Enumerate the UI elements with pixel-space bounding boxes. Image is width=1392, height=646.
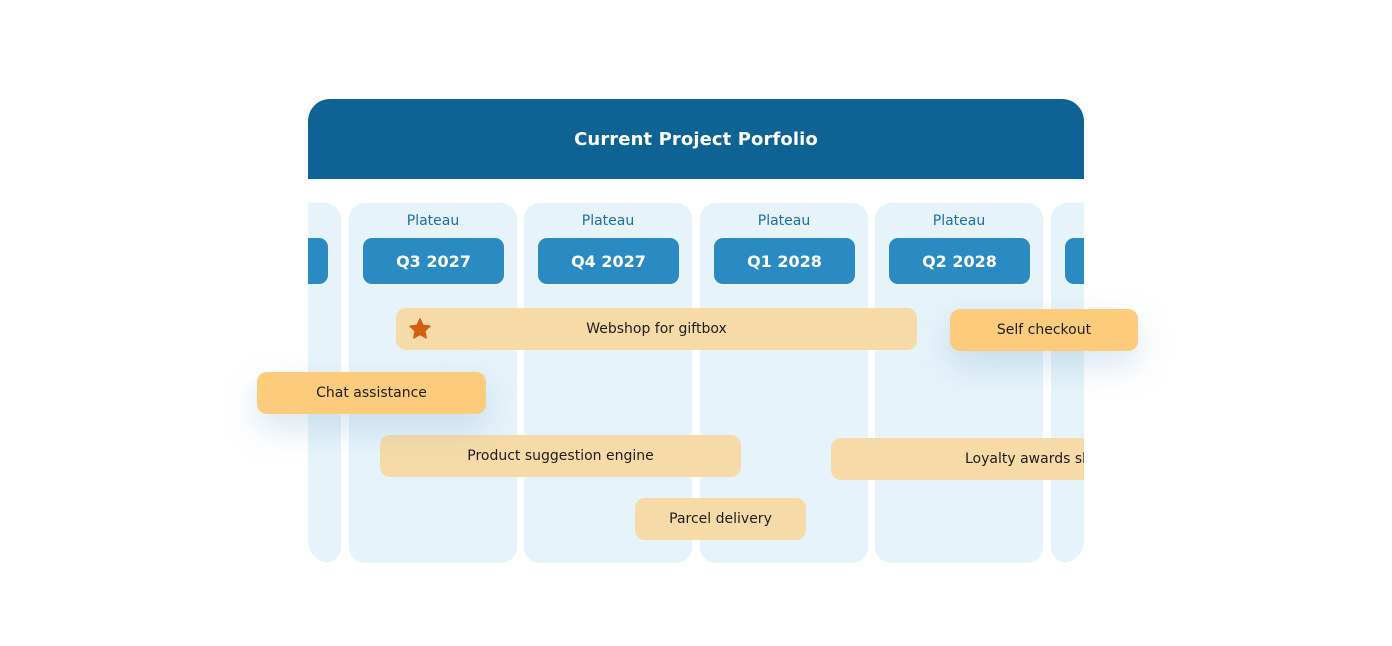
project-bar-self-checkout[interactable]: Self checkout: [950, 309, 1138, 351]
project-bar-parcel[interactable]: Parcel delivery: [635, 498, 806, 540]
column-label: Plateau: [581, 213, 635, 229]
column-label: Plateau: [932, 213, 986, 229]
project-bar-chat-assistance[interactable]: Chat assistance: [257, 372, 486, 414]
project-bar-product-suggestion[interactable]: Product suggestion engine: [380, 435, 741, 477]
column-label: Plateau: [757, 213, 811, 229]
card-header: Current Project Porfolio: [308, 99, 1084, 179]
quarter-pill-q3-2027[interactable]: Q3 2027: [363, 238, 504, 284]
timeline-area: Plateau Q3 2027 Plateau Q4 2027 Plateau …: [308, 179, 1084, 563]
column-q2-2028: Plateau Q2 2028: [875, 203, 1043, 563]
project-label: Chat assistance: [316, 385, 427, 401]
quarter-pill-previous[interactable]: [308, 238, 328, 284]
quarter-pill-next[interactable]: [1065, 238, 1084, 284]
project-bar-webshop[interactable]: Webshop for giftbox: [396, 308, 917, 350]
project-label: Product suggestion engine: [467, 448, 654, 464]
project-label: Webshop for giftbox: [586, 321, 727, 337]
project-label: Loyalty awards sh: [965, 451, 1084, 467]
quarter-pill-q1-2028[interactable]: Q1 2028: [714, 238, 855, 284]
project-bar-loyalty[interactable]: Loyalty awards sh: [831, 438, 1084, 480]
project-label: Self checkout: [996, 322, 1092, 338]
star-icon: [409, 318, 431, 339]
quarter-pill-q2-2028[interactable]: Q2 2028: [889, 238, 1030, 284]
project-label: Parcel delivery: [669, 511, 772, 527]
column-next: [1051, 203, 1084, 563]
page-title: Current Project Porfolio: [574, 128, 818, 150]
quarter-pill-q4-2027[interactable]: Q4 2027: [538, 238, 679, 284]
column-label: Plateau: [406, 213, 460, 229]
